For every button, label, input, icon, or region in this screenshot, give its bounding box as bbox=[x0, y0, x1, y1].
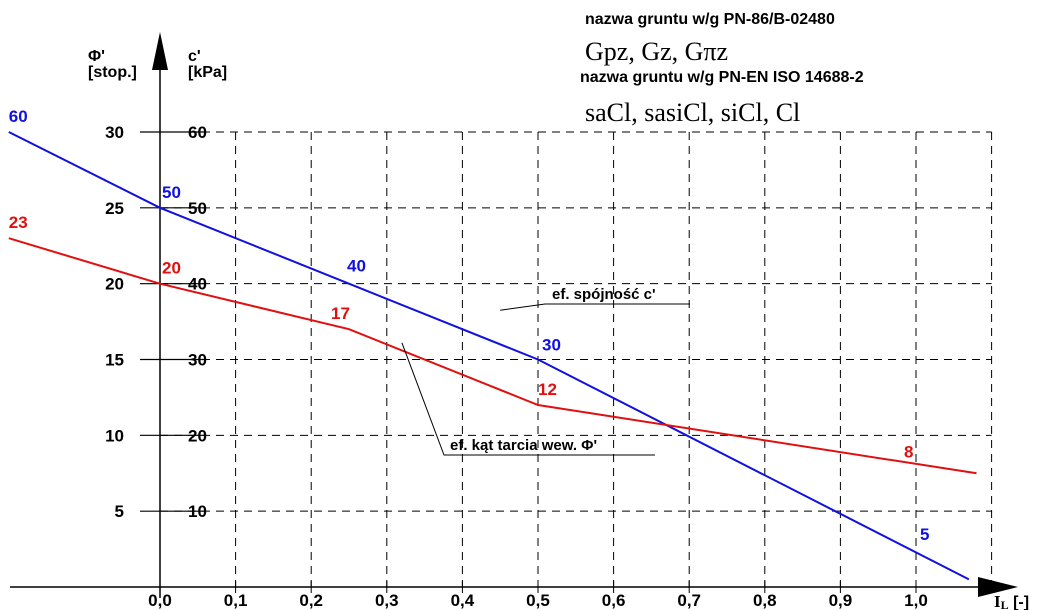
cohesion-line bbox=[8, 131, 970, 581]
x-tick-label: 0,2 bbox=[299, 591, 323, 610]
data-label: 60 bbox=[9, 107, 28, 126]
y-right-tick-label: 10 bbox=[188, 502, 207, 521]
data-label: 23 bbox=[9, 213, 28, 232]
right-axis-title: c' [kPa] bbox=[188, 48, 227, 81]
x-axis-title-sub: L bbox=[1001, 598, 1009, 610]
friction-callout-leader bbox=[401, 342, 655, 456]
data-label: 20 bbox=[162, 259, 181, 278]
note-line-2: Gpz, Gz, Gπz bbox=[585, 37, 728, 66]
y-left-tick-label: 10 bbox=[105, 426, 124, 445]
note-line-3: nazwa gruntu w/g PN-EN ISO 14688-2 bbox=[580, 69, 864, 86]
tick-labels: 0,0 0,1 0,2 0,3 0,4 0,5 0,6 0,7 0,8 0,9 1,0 5 10 15 20… bbox=[105, 123, 928, 610]
y-left-tick-label: 5 bbox=[115, 502, 124, 521]
right-axis-title-line-1: c' bbox=[188, 48, 201, 65]
x-tick-label: 0,0 bbox=[148, 591, 172, 610]
data-label: 50 bbox=[162, 183, 181, 202]
left-axis-title: Φ' [stop.] bbox=[88, 48, 137, 81]
y-right-tick-label: 40 bbox=[188, 275, 207, 294]
grid bbox=[160, 131, 993, 587]
y-left-tick-label: 25 bbox=[105, 199, 124, 218]
y-left-tick-label: 20 bbox=[105, 275, 124, 294]
soil-notes: nazwa gruntu w/g PN-86/B-02480 Gpz, Gz, … bbox=[580, 11, 864, 127]
data-label: 5 bbox=[920, 525, 929, 544]
y-right-tick-label: 30 bbox=[188, 351, 207, 370]
x-axis-arrow bbox=[978, 577, 1018, 597]
x-tick-label: 0,8 bbox=[753, 591, 777, 610]
y-right-tick-label: 60 bbox=[188, 123, 207, 142]
note-line-1: nazwa gruntu w/g PN-86/B-02480 bbox=[585, 11, 835, 28]
x-tick-label: 0,3 bbox=[375, 591, 399, 610]
x-tick-label: 0,7 bbox=[677, 591, 701, 610]
data-label: 12 bbox=[538, 380, 557, 399]
note-line-4: saCl, sasiCl, siCl, Cl bbox=[585, 98, 800, 127]
data-label: 8 bbox=[904, 443, 913, 462]
x-tick-label: 0,6 bbox=[602, 591, 626, 610]
y-right-tick-label: 20 bbox=[188, 426, 207, 445]
left-axis-title-line-1: Φ' bbox=[88, 48, 105, 65]
axes bbox=[10, 32, 1018, 598]
friction-callout-label: ef. kąt tarcia wew. Φ' bbox=[450, 437, 597, 454]
callouts: ef. spójność c' ef. kąt tarcia wew. Φ' bbox=[401, 286, 690, 456]
cohesion-callout-label: ef. spójność c' bbox=[552, 286, 656, 303]
series-lines bbox=[8, 131, 977, 581]
x-axis-title: IL [-] bbox=[994, 592, 1029, 610]
x-tick-label: 1,0 bbox=[904, 591, 928, 610]
y-axis-arrow bbox=[152, 32, 168, 70]
x-tick-label: 0,4 bbox=[451, 591, 475, 610]
data-label: 30 bbox=[542, 336, 561, 355]
x-tick-label: 0,5 bbox=[526, 591, 550, 610]
friction-angle-line bbox=[8, 237, 977, 475]
right-axis-title-line-2: [kPa] bbox=[188, 64, 227, 81]
y-left-tick-label: 30 bbox=[105, 123, 124, 142]
x-tick-label: 0,9 bbox=[829, 591, 853, 610]
x-tick-label: 0,1 bbox=[224, 591, 248, 610]
left-axis-title-line-2: [stop.] bbox=[88, 64, 137, 81]
data-label: 17 bbox=[331, 304, 350, 323]
cohesion-callout-leader bbox=[500, 303, 690, 311]
x-axis-title-main: I bbox=[994, 592, 1001, 610]
x-axis-title-unit: [-] bbox=[1009, 594, 1029, 610]
y-left-tick-label: 15 bbox=[105, 351, 124, 370]
data-labels: 60 50 40 30 5 23 20 17 12 8 bbox=[9, 107, 930, 544]
y-right-tick-label: 50 bbox=[188, 199, 207, 218]
data-label: 40 bbox=[347, 257, 366, 276]
